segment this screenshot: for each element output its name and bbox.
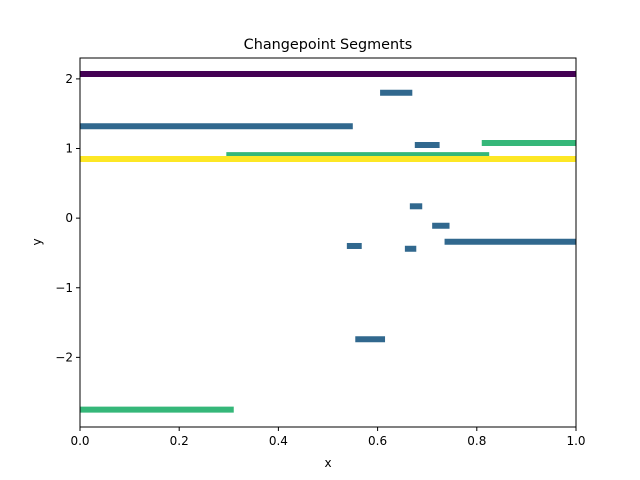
y-axis: 2 1 0 −1 −2: [55, 72, 80, 364]
x-axis-label: x: [324, 456, 331, 470]
y-tick-label-0: 2: [65, 72, 73, 86]
y-tick-label-2: 0: [65, 211, 73, 225]
x-axis: 0.0 0.2 0.4 0.6 0.8 1.0: [70, 427, 586, 448]
chart-title: Changepoint Segments: [244, 37, 413, 53]
x-tick-label-1: 0.2: [170, 434, 189, 448]
x-tick-label-2: 0.4: [269, 434, 288, 448]
x-tick-label-4: 0.8: [467, 434, 486, 448]
plot-frame: [79, 57, 577, 428]
y-tick-label-4: −2: [55, 350, 73, 364]
x-tick-label-5: 1.0: [566, 434, 585, 448]
y-tick-label-1: 1: [65, 142, 73, 156]
x-tick-label-3: 0.6: [368, 434, 387, 448]
y-tick-label-3: −1: [55, 281, 73, 295]
x-tick-label-0: 0.0: [70, 434, 89, 448]
y-axis-label: y: [30, 238, 44, 245]
segments-layer: [80, 71, 576, 413]
